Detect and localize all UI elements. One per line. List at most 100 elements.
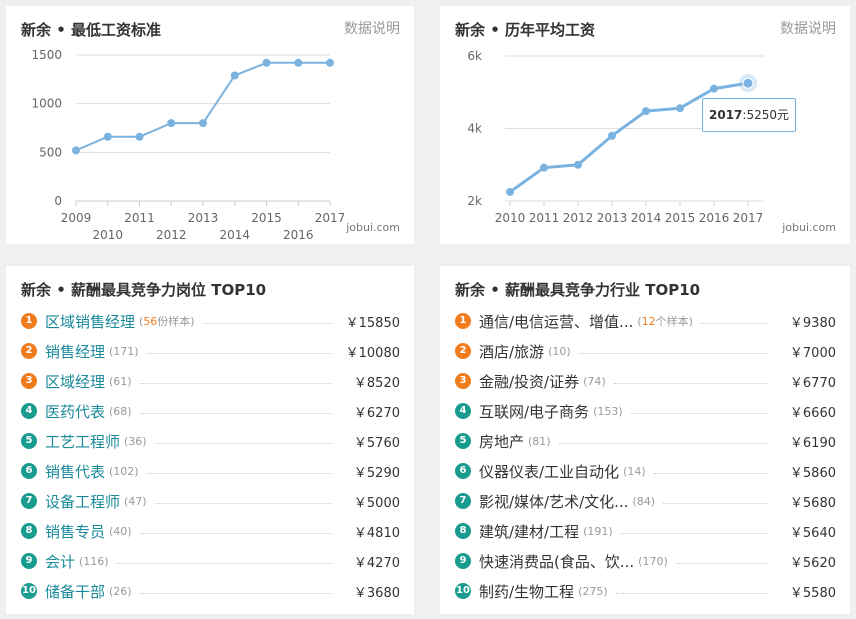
sample-count-prefix: ( <box>139 315 144 328</box>
salary-value: ￥6270 <box>353 405 400 421</box>
min-wage-card: 新余 • 最低工资标准 数据说明 0 500 1000 1500 2009 2011 201… <box>6 6 414 244</box>
dotted-leader <box>578 352 768 354</box>
sample-count: (68) <box>109 404 132 418</box>
x-tick-label: 2013 <box>597 211 628 225</box>
dotted-leader <box>154 502 332 504</box>
x-tick-label: 2010 <box>495 211 526 225</box>
data-point <box>103 132 112 141</box>
sample-count: (84) <box>632 494 656 508</box>
sample-count: (40) <box>109 524 132 538</box>
item-name-link[interactable]: 区域销售经理 <box>45 312 136 331</box>
item-name-link: 建筑/建材/工程 <box>479 522 580 541</box>
dotted-leader <box>700 322 768 324</box>
list-item: 7 影视/媒体/艺术/文化... (84) ￥5680 <box>455 486 836 516</box>
sample-count: (81) <box>528 434 551 448</box>
item-name-link[interactable]: 设备工程师 <box>45 492 121 511</box>
x-tick-label: 2011 <box>124 211 155 225</box>
item-name-link[interactable]: 销售经理 <box>45 342 106 361</box>
salary-value: ￥10080 <box>345 345 400 361</box>
item-name-link: 仪器仪表/工业自动化 <box>479 462 620 481</box>
top-industries-title: 新余 • 薪酬最具竞争力行业 TOP10 <box>455 281 701 299</box>
sample-count: (61) <box>109 374 132 388</box>
sample-count-number: 12 <box>641 315 656 328</box>
x-tick-label: 2012 <box>563 211 594 225</box>
avg-wage-card: 新余 • 历年平均工资 数据说明 2k 4k 6k 2010 2011 2012 2013 2… <box>440 6 850 244</box>
avg-wage-tooltip: 2017:5250元 <box>702 98 796 132</box>
sample-count: (10) <box>548 344 571 358</box>
item-name-link[interactable]: 会计 <box>45 552 76 571</box>
series-line <box>509 81 749 194</box>
item-name-link[interactable]: 销售代表 <box>45 462 106 481</box>
item-name-link[interactable]: 销售专员 <box>45 522 106 541</box>
data-point <box>506 187 514 196</box>
data-point <box>574 160 582 169</box>
item-name-link[interactable]: 医药代表 <box>45 402 106 421</box>
rank-badge: 3 <box>21 373 37 389</box>
item-name-link[interactable]: 区域经理 <box>45 372 106 391</box>
data-point <box>326 58 334 67</box>
avg-wage-watermark: jobui.com <box>782 221 836 234</box>
rank-badge: 9 <box>455 553 471 569</box>
rank-badge: 10 <box>455 583 471 599</box>
data-point <box>167 119 176 128</box>
dotted-leader <box>146 352 332 354</box>
sample-count: (14) <box>623 464 646 478</box>
data-point <box>540 163 548 172</box>
sample-count: (56份样本) <box>139 313 195 329</box>
list-item: 6 仪器仪表/工业自动化 (14) ￥5860 <box>455 456 836 486</box>
salary-value: ￥5760 <box>353 435 400 451</box>
item-name-link: 酒店/旅游 <box>479 342 545 361</box>
y-tick-label: 2k <box>467 194 482 208</box>
tooltip-value: :5250元 <box>742 108 789 122</box>
salary-value: ￥6190 <box>789 435 836 451</box>
sample-count-suffix: 份样本) <box>157 315 195 328</box>
item-name-link: 通信/电信运营、增值... <box>479 312 634 331</box>
salary-value: ￥5640 <box>789 525 836 541</box>
salary-value: ￥5860 <box>789 465 836 481</box>
x-tick-label: 2017 <box>733 211 764 225</box>
rank-badge: 3 <box>455 373 471 389</box>
list-item: 10 储备干部 (26) ￥3680 <box>21 576 400 606</box>
min-wage-data-note-link[interactable]: 数据说明 <box>344 21 400 37</box>
item-name-link[interactable]: 储备干部 <box>45 582 106 601</box>
salary-value: ￥5580 <box>789 585 836 601</box>
top-industries-card: 新余 • 薪酬最具竞争力行业 TOP10 1 通信/电信运营、增值... (12个样… <box>440 266 850 614</box>
y-tick-label: 500 <box>39 145 62 159</box>
dotted-leader <box>663 502 768 504</box>
salary-value: ￥9380 <box>789 315 836 331</box>
y-tick-label: 4k <box>467 122 482 136</box>
highlighted-data-point <box>742 77 754 89</box>
rank-badge: 8 <box>21 523 37 539</box>
rank-badge: 10 <box>21 583 37 599</box>
list-item: 2 销售经理 (171) ￥10080 <box>21 336 400 366</box>
dotted-leader <box>116 562 332 564</box>
rank-badge: 4 <box>455 403 471 419</box>
x-tick-label: 2016 <box>699 211 730 225</box>
rank-badge: 8 <box>455 523 471 539</box>
dotted-leader <box>620 532 768 534</box>
sample-count: (12个样本) <box>637 313 693 329</box>
x-tick-label: 2017 <box>315 211 346 225</box>
salary-value: ￥5620 <box>789 555 836 571</box>
item-name-link: 互联网/电子商务 <box>479 402 590 421</box>
dotted-leader <box>615 592 768 594</box>
rank-badge: 4 <box>21 403 37 419</box>
dotted-leader <box>146 472 332 474</box>
top-jobs-title: 新余 • 薪酬最具竞争力岗位 TOP10 <box>21 281 267 299</box>
rank-badge: 2 <box>21 343 37 359</box>
item-name-link: 快速消费品(食品、饮... <box>479 552 635 571</box>
list-item: 2 酒店/旅游 (10) ￥7000 <box>455 336 836 366</box>
avg-wage-data-note-link[interactable]: 数据说明 <box>780 21 836 37</box>
dotted-leader <box>154 442 332 444</box>
dotted-leader <box>558 442 768 444</box>
x-tick-label: 2016 <box>283 228 314 242</box>
dotted-leader <box>653 472 768 474</box>
min-wage-title: 新余 • 最低工资标准 <box>21 21 162 39</box>
sample-count-number: 56 <box>143 315 158 328</box>
dotted-leader <box>139 412 332 414</box>
data-point <box>135 132 144 141</box>
data-point <box>710 84 718 93</box>
sample-count: (153) <box>593 404 623 418</box>
item-name-link[interactable]: 工艺工程师 <box>45 432 121 451</box>
list-item: 4 医药代表 (68) ￥6270 <box>21 396 400 426</box>
